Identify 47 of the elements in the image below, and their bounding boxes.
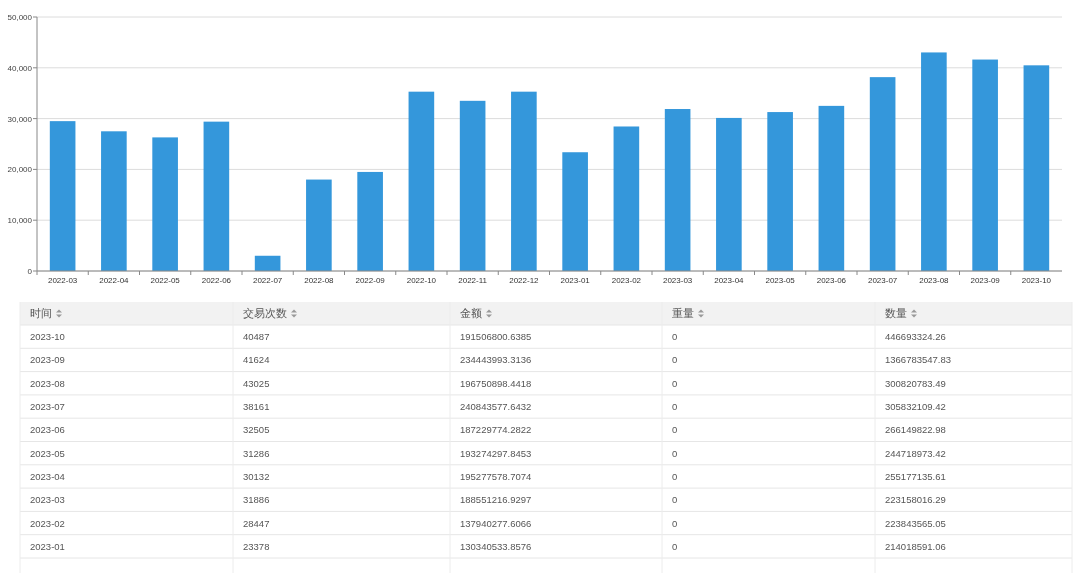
- bar: [818, 105, 845, 271]
- x-tick-label: 2022-06: [201, 276, 232, 285]
- x-tick-label: 2022-12: [509, 276, 540, 285]
- x-tick-label: 2022-04: [99, 276, 130, 285]
- y-tick-label: 30,000: [7, 114, 33, 124]
- x-tick-label: 2023-02: [611, 276, 642, 285]
- x-tick-label: 2023-05: [765, 276, 796, 285]
- x-tick-label: 2023-07: [867, 276, 898, 285]
- x-tick-label: 2022-08: [304, 276, 335, 285]
- x-tick-label: 2022-05: [150, 276, 181, 285]
- bar: [511, 91, 537, 271]
- x-tick-label: 2023-08: [919, 276, 950, 285]
- bar: [101, 131, 127, 271]
- x-tick-label: 2022-03: [47, 276, 78, 285]
- y-tick-label: 40,000: [7, 63, 33, 73]
- bar: [408, 91, 435, 271]
- x-tick-label: 2022-07: [252, 276, 283, 285]
- x-tick-label: 2022-11: [458, 276, 488, 285]
- bar: [664, 109, 691, 271]
- bar: [459, 100, 486, 271]
- y-tick-label: 0: [27, 267, 33, 276]
- bar: [152, 137, 178, 271]
- bar: [562, 152, 588, 271]
- bar: [357, 171, 383, 271]
- bar: [972, 59, 998, 271]
- bar: [767, 112, 793, 271]
- bar: [1023, 65, 1050, 271]
- bar: [613, 126, 640, 271]
- y-tick-label: 20,000: [7, 165, 33, 175]
- bar: [869, 77, 896, 271]
- y-tick-label: 10,000: [7, 216, 33, 226]
- y-tick-label: 50,000: [7, 13, 33, 22]
- bar: [921, 52, 947, 271]
- bar: [203, 121, 230, 271]
- bar: [254, 255, 281, 271]
- x-tick-label: 2022-09: [355, 276, 386, 285]
- x-tick-label: 2023-10: [1021, 276, 1052, 285]
- x-tick-label: 2022-10: [406, 276, 437, 285]
- x-tick-label: 2023-04: [714, 276, 745, 285]
- x-tick-label: 2023-01: [560, 276, 591, 285]
- x-tick-label: 2023-09: [970, 276, 1001, 285]
- x-tick-label: 2023-03: [662, 276, 693, 285]
- x-tick-label: 2023-06: [816, 276, 847, 285]
- bar: [49, 121, 76, 271]
- table: 时间 交易次数 金额 重量 数量 2023-10 40487 191506800.6385 0 446693324.26 2023-09 41624 234443993.3136 0 1366783547.83 2023-08 43025 196750898.4418 0 300820783.49 2023-07 38161 240843577.6432 0 305832109.42 2023-06 32505 187229774.2822 0 266149822.98 2023-05 31286 193274297.8453 0 244718973.42 2023-04 30132 195277578.7074 0 255177135.61 2023-03 31886 188551216.9297 0 223158016.29 2023-02 28447 137940277.6066 0 223843565.05 2023-01 23378 130340533.8576 0 214018591.06: [19, 301, 1073, 573]
- bar: [716, 117, 742, 271]
- bar: [306, 179, 332, 271]
